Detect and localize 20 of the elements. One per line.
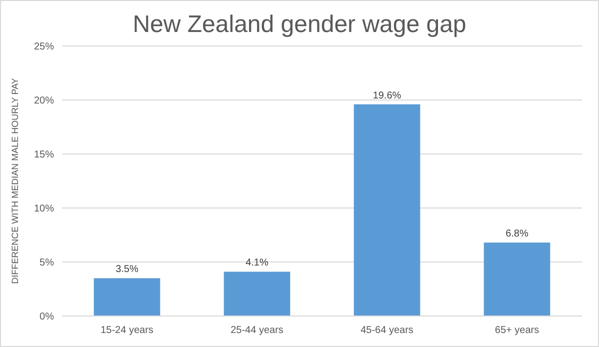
chart-title: New Zealand gender wage gap: [132, 11, 466, 38]
x-tick-label: 45-64 years: [360, 325, 414, 336]
x-tick-label: 15-24 years: [100, 325, 154, 336]
data-label: 19.6%: [372, 90, 402, 102]
data-label: 4.1%: [246, 258, 269, 269]
y-axis-title: DIFFERENCE WITH MEDIAN MALE HOURLY PAY: [10, 78, 20, 284]
y-tick-label: 10%: [34, 204, 54, 214]
y-tick-label: 0%: [40, 312, 54, 322]
data-label: 6.8%: [506, 228, 529, 240]
x-tick-label: 25-44 years: [230, 325, 284, 336]
y-tick-label: 25%: [34, 42, 54, 52]
bar: [484, 242, 550, 316]
bar: [354, 104, 420, 316]
y-tick-label: 20%: [34, 96, 54, 106]
x-tick-label: 65+ years: [494, 325, 540, 336]
bar: [94, 278, 160, 316]
bar: [224, 272, 290, 316]
y-tick-label: 15%: [34, 150, 54, 160]
y-tick-label: 5%: [40, 258, 54, 268]
data-label: 3.5%: [116, 264, 139, 276]
